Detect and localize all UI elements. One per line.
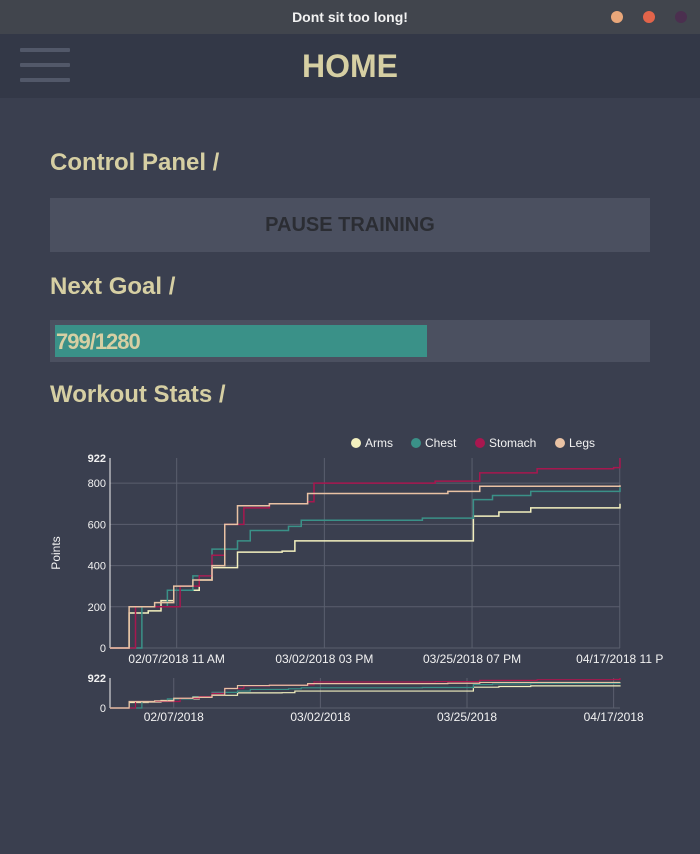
workout-stats-heading: Workout Stats / xyxy=(50,381,226,408)
window-titlebar: Dont sit too long! xyxy=(0,0,700,34)
legend-marker-arms xyxy=(351,438,361,448)
series-line-legs xyxy=(110,485,621,649)
nav-y-tick-label: 922 xyxy=(88,673,106,685)
legend-label-legs: Legs xyxy=(569,436,595,450)
series-line-arms xyxy=(110,503,621,649)
hamburger-icon[interactable] xyxy=(20,48,70,86)
y-tick-label: 600 xyxy=(88,519,106,531)
nav-x-tick-label: 03/02/2018 xyxy=(290,710,350,724)
y-axis-label: Points xyxy=(49,536,63,569)
next-goal-heading: Next Goal / xyxy=(50,273,176,300)
legend-marker-chest xyxy=(411,438,421,448)
legend-marker-legs xyxy=(555,438,565,448)
y-tick-label: 800 xyxy=(88,478,106,490)
close-button[interactable] xyxy=(675,11,687,23)
x-tick-label: 03/25/2018 07 PM xyxy=(423,652,521,666)
page-title: HOME xyxy=(302,48,398,84)
goal-progress-text: 799/1280 xyxy=(56,329,141,354)
minimize-button[interactable] xyxy=(611,11,623,23)
goal-progress-bar: 799/1280 xyxy=(50,320,650,362)
nav-x-tick-label: 03/25/2018 xyxy=(437,710,497,724)
series-line-chest xyxy=(110,487,621,649)
x-tick-label: 03/02/2018 03 PM xyxy=(275,652,373,666)
nav-y-tick-label: 0 xyxy=(100,703,106,715)
legend-marker-stomach xyxy=(475,438,485,448)
workout-stats-chart: 0 200 400 600 800 922 02/07/2018 11 AM 03/02/20… xyxy=(49,436,663,724)
pause-training-button[interactable]: PAUSE TRAINING xyxy=(50,198,650,252)
nav-x-tick-label: 04/17/2018 xyxy=(584,710,644,724)
control-panel-heading: Control Panel / xyxy=(50,149,220,176)
y-tick-label: 922 xyxy=(88,453,106,465)
y-tick-label: 400 xyxy=(88,561,106,573)
nav-series-line-arms xyxy=(110,685,621,709)
nav-x-tick-label: 02/07/2018 xyxy=(144,710,204,724)
legend-label-arms: Arms xyxy=(365,436,393,450)
window-title: Dont sit too long! xyxy=(292,9,408,25)
x-tick-label: 04/17/2018 11 P xyxy=(576,652,663,666)
y-tick-label: 200 xyxy=(88,602,106,614)
y-tick-label: 0 xyxy=(100,643,106,655)
x-tick-label: 02/07/2018 11 AM xyxy=(128,652,225,666)
goal-progress-fill xyxy=(55,325,427,357)
app-header xyxy=(0,34,700,98)
maximize-button[interactable] xyxy=(643,11,655,23)
nav-series-line-legs xyxy=(110,681,621,709)
legend-label-chest: Chest xyxy=(425,436,457,450)
legend-label-stomach: Stomach xyxy=(489,436,536,450)
